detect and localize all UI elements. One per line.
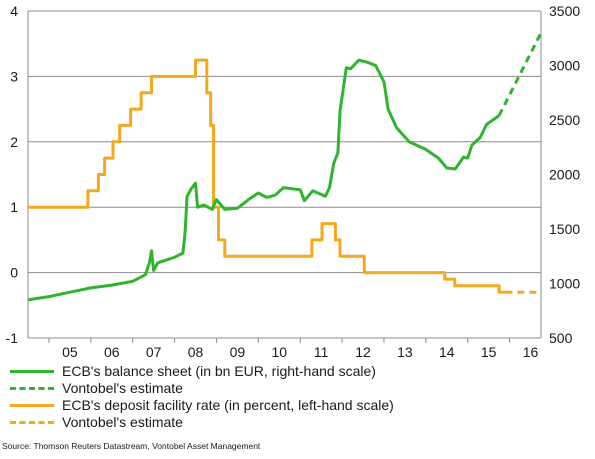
legend-item-balance-estimate: Vontobel's estimate <box>10 380 570 397</box>
right-tick-label: 3500 <box>549 3 580 19</box>
right-tick-label: 1000 <box>549 276 580 292</box>
x-tick-label-15: 15 <box>481 344 497 360</box>
tick-labels: 05 06 07 08 09 10 11 12 13 14 15 16-101234500100015… <box>6 3 581 360</box>
left-tick-label: 0 <box>10 265 18 281</box>
x-tick-label-07: 07 <box>146 344 162 360</box>
legend-item-balance-sheet: ECB's balance sheet (in bn EUR, right-ha… <box>10 363 570 380</box>
balance-sheet-estimate-line <box>497 32 543 117</box>
x-tick-label-10: 10 <box>271 344 287 360</box>
x-tick-label-05: 05 <box>62 344 78 360</box>
x-tick-label-13: 13 <box>397 344 413 360</box>
left-tick-label: 1 <box>10 199 18 215</box>
legend-item-rate-estimate: Vontobel's estimate <box>10 414 570 431</box>
x-tick-label-08: 08 <box>188 344 204 360</box>
legend-item-deposit-rate: ECB's deposit facility rate (in percent,… <box>10 397 570 414</box>
left-tick-label: -1 <box>6 330 19 346</box>
right-tick-label: 1500 <box>549 221 580 237</box>
legend-swatch-balance-estimate <box>10 387 54 390</box>
legend-label-rate-estimate: Vontobel's estimate <box>62 414 183 430</box>
chart: 05 06 07 08 09 10 11 12 13 14 15 16-101234500100015… <box>6 3 581 360</box>
legend-swatch-balance-sheet <box>10 370 54 373</box>
legend-label-balance-estimate: Vontobel's estimate <box>62 380 183 396</box>
deposit-rate-line <box>28 58 506 294</box>
x-tick-label-16: 16 <box>523 344 539 360</box>
x-tick-label-14: 14 <box>439 344 455 360</box>
right-tick-label: 3000 <box>549 58 580 74</box>
legend-label-balance-sheet: ECB's balance sheet (in bn EUR, right-ha… <box>62 363 376 379</box>
x-tick-label-06: 06 <box>104 344 120 360</box>
legend-label-deposit-rate: ECB's deposit facility rate (in percent,… <box>62 397 394 413</box>
axes <box>27 11 542 343</box>
legend-swatch-rate-estimate <box>10 421 54 424</box>
left-tick-label: 4 <box>10 3 18 19</box>
source-note: Source: Thomson Reuters Datastream, Vont… <box>2 441 261 451</box>
balance-sheet-line <box>27 58 500 302</box>
left-tick-label: 2 <box>10 134 18 150</box>
right-tick-label: 500 <box>549 330 573 346</box>
right-tick-label: 2000 <box>549 167 580 183</box>
left-tick-label: 3 <box>10 68 18 84</box>
right-tick-label: 2500 <box>549 112 580 128</box>
x-tick-label-11: 11 <box>314 344 329 360</box>
x-tick-label-09: 09 <box>230 344 246 360</box>
legend-swatch-deposit-rate <box>10 404 54 407</box>
legend: ECB's balance sheet (in bn EUR, right-ha… <box>10 363 570 431</box>
series-lines <box>27 32 543 302</box>
x-tick-label-12: 12 <box>355 344 371 360</box>
